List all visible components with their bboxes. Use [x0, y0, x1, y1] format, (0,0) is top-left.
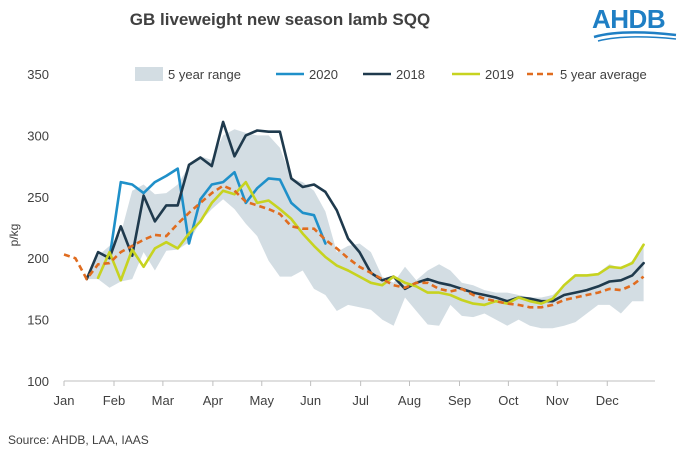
x-tick-label: Nov: [546, 393, 570, 408]
legend-label-5-year-range: 5 year range: [168, 67, 241, 82]
chart-legend: 5 year range 2020 2018 2019 5 year average: [135, 67, 647, 82]
x-tick-label: Feb: [103, 393, 125, 408]
legend-swatch-5-year-range: [135, 67, 163, 81]
series-line-2018: [85, 120, 645, 303]
series-line-2020: [108, 167, 327, 260]
y-tick-label: 350: [27, 67, 49, 82]
y-tick-label: 100: [27, 374, 49, 389]
series-line-2019: [96, 180, 645, 307]
legend-label-2019: 2019: [485, 67, 514, 82]
legend-label-2020: 2020: [309, 67, 338, 82]
logo-swoosh-icon: [593, 31, 677, 42]
x-tick-label: Aug: [398, 393, 421, 408]
chart-title: GB liveweight new season lamb SQQ: [129, 10, 431, 29]
x-tick-label: Jun: [300, 393, 321, 408]
ahdb-logo: AHDB: [592, 4, 678, 44]
x-tick-label: Apr: [203, 393, 224, 408]
y-tick-label: 300: [27, 128, 49, 143]
logo-text: AHDB: [592, 4, 666, 34]
legend-label-5-year-average: 5 year average: [560, 67, 647, 82]
y-tick-label: 200: [27, 251, 49, 266]
y-tick-label: 250: [27, 190, 49, 205]
x-tick-label: Jan: [54, 393, 75, 408]
chart-plot: 5 year range 2020 2018 2019 5 year average 1…: [7, 67, 655, 408]
x-tick-label: Mar: [152, 393, 175, 408]
series-line-5-year-average: [63, 184, 645, 309]
legend-label-2018: 2018: [396, 67, 425, 82]
series-layer: [63, 120, 645, 309]
y-tick-label: 150: [27, 313, 49, 328]
x-tick-label: Dec: [596, 393, 620, 408]
source-note: Source: AHDB, LAA, IAAS: [8, 433, 149, 447]
x-tick-label: Oct: [498, 393, 519, 408]
x-tick-label: May: [249, 393, 274, 408]
y-axis-label: p/kg: [7, 224, 21, 247]
axes-layer: 100 150 200 250 300 350 Jan Feb Mar Apr May Jun Jul A…: [27, 67, 655, 408]
x-tick-label: Jul: [352, 393, 369, 408]
x-tick-label: Sep: [448, 393, 471, 408]
